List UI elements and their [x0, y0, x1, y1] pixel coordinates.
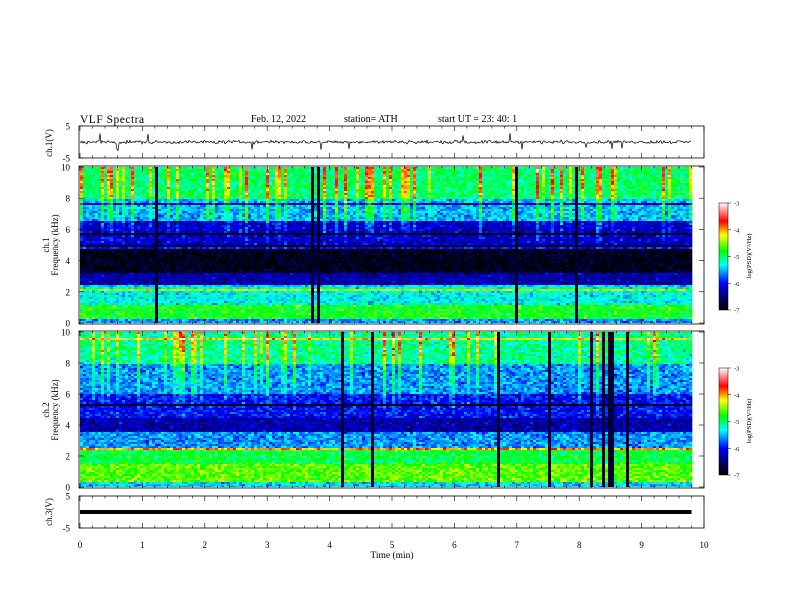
- frequency-tick-label: 4: [66, 256, 71, 266]
- station-label: station= ATH: [344, 114, 398, 125]
- frequency-tick-label: 10: [61, 328, 71, 338]
- start-ut-label: start UT = 23: 40: 1: [438, 114, 517, 125]
- colorbar-tick-label: -6: [734, 281, 740, 288]
- colorbar-ticks: -3 -4 -5 -6 -7 -3 -4 -5 -6 -7: [728, 201, 740, 480]
- voltage-tick-label: 5: [66, 492, 71, 502]
- ch2-colorbar: [718, 367, 729, 476]
- ch2-spectrogram-ylabel-channel: ch.2: [41, 402, 51, 417]
- ch1-colorbar-label: log(PSD)(V²/Hz): [746, 234, 753, 279]
- ch2-colorbar-label: log(PSD)(V²/Hz): [746, 399, 753, 444]
- ch1-waveform-panel: [78, 125, 705, 159]
- colorbar-tick-label: -4: [734, 392, 740, 399]
- frequency-tick-label: 2: [66, 287, 71, 297]
- colorbar-tick-label: -6: [734, 446, 740, 453]
- x-tick-label: 6: [452, 540, 457, 550]
- colorbar-tick-label: -7: [734, 308, 740, 315]
- ch1-spectrogram-panel: [78, 165, 705, 325]
- ch1-spectrogram-ylabel-frequency: Frequency (kHz): [50, 214, 60, 275]
- x-tick-label: 3: [265, 540, 270, 550]
- voltage-tick-label: -5: [63, 154, 71, 164]
- x-tick-label: 5: [390, 540, 395, 550]
- x-tick-label: 9: [639, 540, 644, 550]
- ch1-spectrogram-ylabel-channel: ch.1: [41, 237, 51, 252]
- frequency-tick-label: 8: [66, 194, 71, 204]
- x-tick-label: 8: [577, 540, 582, 550]
- x-axis-label: Time (min): [370, 550, 413, 561]
- ch3-waveform-trace: [80, 510, 692, 514]
- figure-title: VLF Spectra: [80, 114, 145, 126]
- colorbar-tick-label: -3: [734, 201, 739, 208]
- ch2-spectrogram-ylabel-frequency: Frequency (kHz): [50, 379, 60, 440]
- frequency-tick-label: 0: [66, 483, 71, 493]
- x-tick-label: 1: [140, 540, 145, 550]
- frequency-tick-label: 6: [66, 390, 71, 400]
- frequency-tick-label: 4: [66, 421, 71, 431]
- colorbar-tick-label: -3: [734, 366, 739, 373]
- colorbar-tick-label: -4: [734, 227, 740, 234]
- frequency-tick-label: 2: [66, 452, 71, 462]
- colorbar-tick-label: -7: [734, 473, 740, 480]
- x-tick-label: 4: [327, 540, 332, 550]
- frequency-tick-label: 0: [66, 319, 71, 329]
- ch1-waveform-trace: [79, 133, 692, 152]
- ch3-waveform-ylabel: ch.3(V): [44, 498, 54, 526]
- date-label: Feb. 12, 2022: [251, 114, 306, 125]
- frequency-tick-label: 6: [66, 225, 71, 235]
- ch2-spectrogram-panel: [78, 330, 705, 489]
- voltage-tick-label: -5: [63, 524, 71, 534]
- ch1-spectrogram-image: [80, 167, 693, 323]
- x-tick-label: 10: [700, 540, 710, 550]
- frequency-tick-label: 10: [61, 163, 71, 173]
- ch1-colorbar: [718, 202, 729, 311]
- colorbar-tick-label: -5: [734, 419, 739, 426]
- ch2-spectrogram-image: [80, 332, 693, 487]
- x-tick-label: 0: [78, 540, 83, 550]
- colorbar-tick-label: -5: [734, 254, 739, 261]
- ch1-waveform-ylabel: ch.1(V): [44, 129, 54, 157]
- x-tick-label: 7: [515, 540, 520, 550]
- frequency-tick-label: 8: [66, 359, 71, 369]
- voltage-tick-label: 5: [66, 122, 71, 132]
- ch3-waveform-panel: [78, 495, 705, 529]
- x-tick-label: 2: [203, 540, 208, 550]
